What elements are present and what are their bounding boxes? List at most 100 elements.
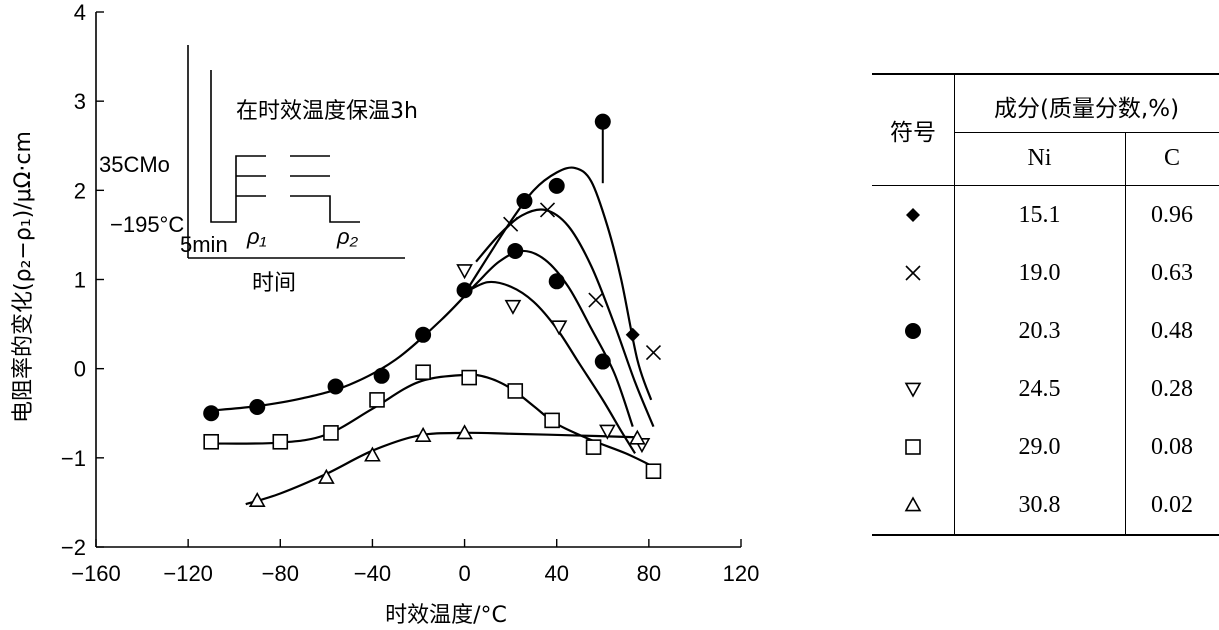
legend-ni-value: 29.0 [1018,434,1061,460]
legend-row: 30.8 0.02 [872,477,1219,533]
legend-marker [905,323,921,339]
data-point-cross [588,292,604,308]
data-point-square [544,412,560,429]
data-point-circle [516,193,533,210]
legend-c-value: 0.08 [1151,434,1193,460]
x-tick-label: −120 [163,561,213,586]
legend-c-value: 0.96 [1151,202,1193,228]
data-point-circle [548,273,565,290]
legend-marker-diamond [906,208,920,222]
data-point-tri-down [504,299,522,315]
legend-marker [906,208,920,222]
data-point-circle [594,353,611,370]
legend-row: 20.3 0.48 [872,303,1219,359]
legend-ni-value: 19.0 [1018,260,1061,286]
chart: −160 −120 −80 −40 0 40 80 120 −2 −1 0 1 2 3 4 在时效温度保温3… [11,0,759,628]
legend-divider [1125,132,1126,534]
legend-row: 24.5 0.28 [872,361,1219,417]
data-point-circle [594,113,611,130]
data-point-triangle [628,429,646,445]
data-point-square [461,369,477,386]
data-point-triangle [414,426,432,442]
y-tick-label: 0 [74,357,86,382]
data-point-circle [507,242,524,259]
data-point-cross [539,202,556,218]
legend-marker-tri-down [904,382,922,398]
legend-marker [904,496,922,512]
inset-alloy-label: 35CMo [99,152,170,177]
y-tick-label: 2 [74,178,86,203]
y-tick-label: 4 [74,0,86,25]
legend-marker-cross-stroke [905,265,921,281]
square-icon [872,419,954,475]
data-point-square [507,383,524,399]
legend-row: 19.0 0.63 [872,245,1219,301]
x-tick-label: 0 [458,561,470,586]
inset-xlabel: 时间 [252,271,296,296]
legend-marker [905,265,921,281]
data-point-triangle [248,491,266,508]
inset-title: 在时效温度保温3h [236,99,418,124]
data-point-cross-stroke [588,292,604,308]
legend-marker-square [905,439,921,455]
legend-ni-value: 30.8 [1018,492,1061,518]
inset-rho2-label: ρ₂ [336,224,359,249]
data-point-cross [645,345,662,361]
data-point-triangle [317,468,335,484]
data-point-square [369,392,385,408]
x-tick-label: 120 [723,561,760,586]
x-tick-label: −80 [262,561,299,586]
series-curve-2 [475,208,655,428]
legend-c-value: 0.28 [1151,376,1193,402]
axes: −160 −120 −80 −40 0 40 80 120 −2 −1 0 1 2 3 4 [61,0,759,586]
data-point-square [323,425,339,441]
circle-icon [872,303,954,359]
triangle-icon [872,477,954,533]
data-point-square [203,433,219,450]
data-point-diamond [625,327,640,342]
legend-ni-value: 24.5 [1018,376,1061,402]
legend-header-composition: 成分(质量分数,%) [993,96,1180,122]
data-point-square [415,364,431,381]
data-point-circle [203,405,220,422]
legend-c-value: 0.48 [1151,318,1193,344]
y-axis-label: 电阻率的变化(ρ₂−ρ₁)/μΩ·cm [11,131,36,423]
data-point-triangle [456,424,473,440]
cross-icon [872,245,954,301]
legend-ni-value: 15.1 [1018,202,1061,228]
legend-marker-cross [905,265,921,281]
tri-down-icon [872,361,954,417]
data-point-cross [503,216,519,232]
legend-c-value: 0.02 [1151,492,1193,518]
y-tick-label: −1 [61,446,86,471]
legend-marker-triangle [904,496,922,512]
y-tick-label: 1 [74,268,86,293]
data-point-circle [415,326,432,343]
data-point-circle [548,177,565,194]
y-tick-label: 3 [74,89,86,114]
legend-header-ni: Ni [1027,145,1052,171]
series-curve-6 [245,431,638,506]
legend-header-c: C [1163,145,1180,171]
data-points [203,113,662,508]
data-point-tri-down [599,424,616,440]
data-point-cross-stroke [645,345,662,361]
data-point-square [272,433,289,450]
data-point-circle [249,399,266,416]
inset-diagram: 在时效温度保温3h 35CMo −195°C 5min ρ₁ ρ₂ 时间 [99,45,418,296]
data-point-circle [456,282,473,299]
inset-temp-label: −195°C [110,212,184,237]
x-tick-label: 80 [637,561,661,586]
data-point-square [585,439,602,455]
data-point-square [645,463,662,480]
y-tick-label: −2 [61,535,86,560]
x-axis-label: 时效温度/°C [385,603,507,628]
data-point-circle [373,367,390,384]
data-point-tri-down [456,264,473,280]
legend-marker [905,439,921,455]
legend-ni-value: 20.3 [1018,318,1061,344]
diamond-icon [872,187,954,243]
inset-rho1-label: ρ₁ [246,224,267,249]
legend-header-symbol: 符号 [890,120,936,146]
legend-divider [954,132,1219,133]
